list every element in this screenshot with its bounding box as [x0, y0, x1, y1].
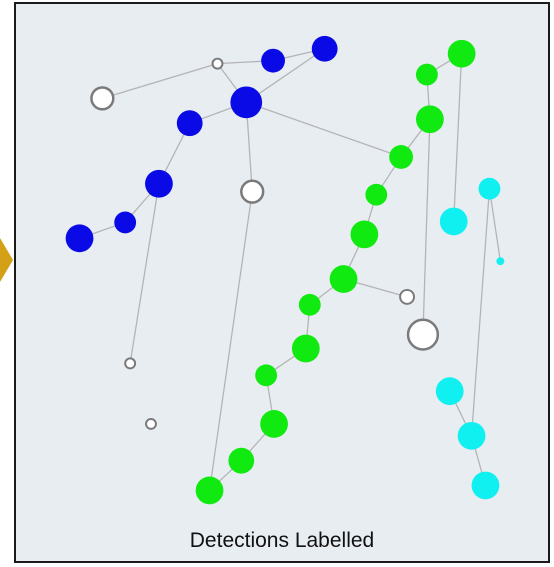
unlabelled-detection-node: [124, 357, 137, 370]
track-edge: [470, 188, 491, 436]
green-detection-node: [228, 447, 255, 474]
unlabelled-detection-node: [145, 417, 157, 430]
green-detection-node: [260, 410, 288, 438]
cyan-detection-node: [457, 421, 486, 450]
green-detection-node: [447, 39, 476, 68]
node-layer: [65, 35, 505, 505]
green-detection-node: [415, 105, 444, 134]
blue-detection-node: [230, 86, 263, 119]
green-detection-node: [389, 145, 414, 169]
blue-detection-node: [114, 211, 137, 234]
unlabelled-detection-node: [240, 179, 265, 204]
track-edge: [129, 183, 160, 364]
green-detection-node: [298, 293, 321, 316]
track-edge: [208, 191, 253, 491]
track-edge: [453, 53, 463, 222]
blue-detection-node: [311, 35, 338, 62]
cyan-detection-node: [496, 257, 505, 266]
panel-caption: Detections Labelled: [189, 529, 375, 552]
track-edge: [422, 119, 431, 335]
blue-detection-node: [65, 224, 94, 253]
unlabelled-detection-node: [211, 57, 224, 70]
cyan-detection-node: [439, 207, 468, 236]
green-detection-node: [415, 63, 438, 86]
track-edge: [488, 188, 501, 262]
detections-panel: Detections Labelled: [14, 2, 550, 563]
cyan-detection-node: [478, 177, 501, 200]
green-detection-node: [255, 364, 278, 387]
green-detection-node: [195, 476, 224, 505]
unlabelled-detection-node: [406, 318, 440, 351]
blue-detection-node: [145, 169, 173, 198]
unlabelled-detection-node: [399, 288, 415, 305]
green-detection-node: [291, 334, 320, 363]
green-detection-node: [365, 183, 388, 206]
track-edge: [246, 101, 402, 158]
blue-detection-node: [176, 110, 203, 137]
detection-graph: [65, 35, 505, 505]
cyan-detection-node: [471, 471, 500, 500]
cyan-detection-node: [435, 377, 464, 406]
panel-marker-arrow: [0, 238, 13, 282]
unlabelled-detection-node: [90, 86, 115, 111]
blue-detection-node: [261, 48, 285, 73]
track-edge: [102, 63, 218, 100]
green-detection-node: [350, 220, 379, 249]
green-detection-node: [329, 265, 358, 293]
